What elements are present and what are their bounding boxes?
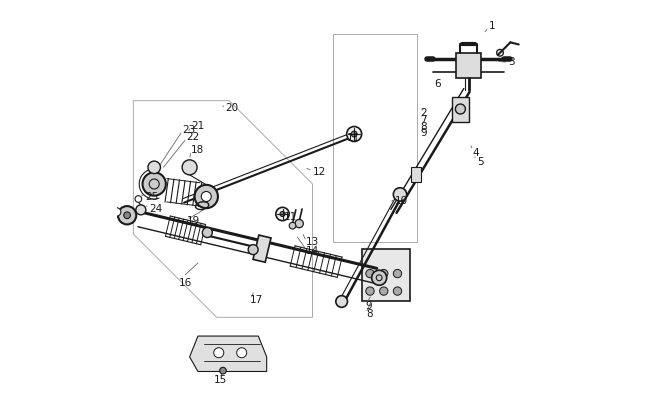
Circle shape [214, 348, 224, 358]
Circle shape [380, 270, 388, 278]
Text: 25: 25 [145, 191, 158, 201]
Text: 24: 24 [150, 204, 162, 214]
Circle shape [124, 212, 131, 219]
Text: 6: 6 [434, 79, 441, 89]
Circle shape [248, 245, 258, 255]
Circle shape [220, 367, 226, 374]
Bar [411, 167, 421, 182]
Circle shape [276, 207, 289, 221]
Text: 10: 10 [395, 196, 408, 206]
Circle shape [182, 160, 197, 175]
Circle shape [393, 287, 402, 295]
Circle shape [372, 270, 387, 285]
Text: 20: 20 [225, 103, 238, 113]
Text: 18: 18 [191, 145, 204, 155]
Circle shape [95, 201, 110, 216]
Circle shape [393, 270, 402, 278]
Text: 11: 11 [283, 212, 296, 222]
Bar [456, 53, 481, 78]
Circle shape [142, 172, 166, 196]
Text: 15: 15 [213, 375, 227, 385]
Circle shape [380, 287, 388, 295]
Text: 16: 16 [178, 278, 192, 288]
Circle shape [346, 127, 361, 142]
Circle shape [366, 270, 374, 278]
Text: 4: 4 [473, 148, 480, 158]
Text: 19: 19 [187, 217, 200, 227]
Circle shape [280, 212, 285, 217]
Circle shape [295, 219, 304, 228]
Circle shape [148, 161, 161, 173]
Text: 23: 23 [183, 125, 196, 135]
Text: 3: 3 [508, 57, 515, 67]
Text: 17: 17 [250, 295, 263, 305]
Circle shape [112, 208, 121, 216]
Circle shape [118, 206, 136, 224]
Text: 9: 9 [420, 128, 426, 138]
Text: 8: 8 [420, 122, 426, 132]
Circle shape [393, 188, 407, 201]
Circle shape [202, 191, 211, 201]
Bar [253, 235, 271, 262]
Text: 14: 14 [306, 246, 320, 256]
Text: 13: 13 [306, 237, 320, 247]
Circle shape [135, 196, 142, 202]
Text: 1: 1 [489, 21, 495, 31]
Text: 9: 9 [366, 301, 372, 311]
Circle shape [237, 348, 247, 358]
Circle shape [194, 185, 218, 208]
Polygon shape [190, 336, 266, 372]
Text: 11: 11 [346, 133, 360, 143]
Text: 12: 12 [313, 167, 326, 177]
Circle shape [351, 131, 357, 137]
Bar [452, 97, 469, 122]
Text: 5: 5 [477, 157, 484, 167]
Text: 7: 7 [420, 115, 426, 125]
Bar [363, 250, 410, 301]
Text: 22: 22 [187, 133, 200, 143]
Circle shape [366, 287, 374, 295]
Text: 21: 21 [191, 121, 204, 131]
Circle shape [136, 205, 146, 215]
Circle shape [336, 296, 348, 307]
Circle shape [456, 104, 465, 114]
Text: 8: 8 [366, 309, 372, 319]
Circle shape [202, 227, 213, 237]
Text: 2: 2 [420, 108, 426, 118]
Circle shape [289, 222, 296, 229]
